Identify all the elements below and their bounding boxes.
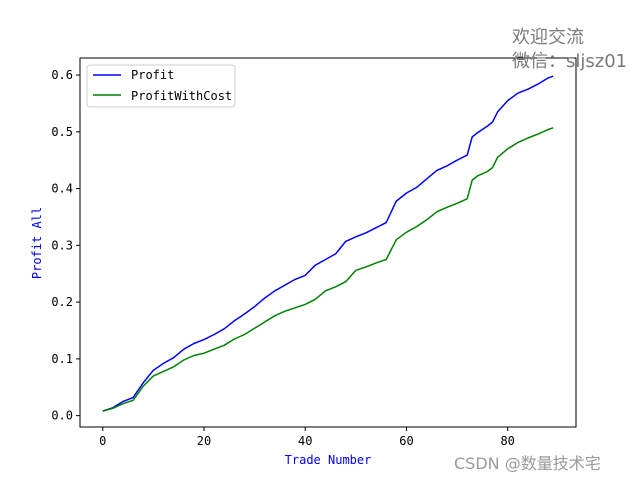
y-tick-label: 0.1 bbox=[51, 352, 73, 366]
axes-frame bbox=[79, 57, 577, 428]
watermark-line-2: 微信：sljsz01 bbox=[512, 51, 628, 72]
series-line-0 bbox=[102, 75, 554, 412]
plot-lines bbox=[102, 75, 554, 412]
x-tick-label: 20 bbox=[197, 434, 211, 448]
legend: Profit ProfitWithCost bbox=[86, 64, 236, 108]
legend-box bbox=[86, 64, 236, 108]
y-tick-label: 0.6 bbox=[51, 68, 73, 82]
legend-label-profit: Profit bbox=[131, 68, 174, 82]
y-tick-label: 0.4 bbox=[51, 182, 73, 196]
watermark-footer: CSDN @数量技术宅 bbox=[454, 454, 601, 473]
y-axis-ticks: 0.0 0.1 0.2 0.3 0.4 0.5 0.6 bbox=[51, 68, 80, 423]
y-tick-label: 0.3 bbox=[51, 238, 73, 252]
x-tick-label: 0 bbox=[99, 434, 106, 448]
x-axis-ticks: 0 20 40 60 80 bbox=[99, 427, 515, 448]
x-tick-label: 60 bbox=[399, 434, 413, 448]
series-line-1 bbox=[102, 127, 554, 412]
y-tick-label: 0.5 bbox=[51, 125, 73, 139]
y-axis-label: Profit All bbox=[30, 207, 44, 279]
y-tick-label: 0.0 bbox=[51, 409, 73, 423]
y-tick-label: 0.2 bbox=[51, 295, 73, 309]
legend-label-profit-with-cost: ProfitWithCost bbox=[131, 89, 232, 103]
watermark-contact: 欢迎交流 微信：sljsz01 bbox=[512, 26, 627, 74]
x-axis-label: Trade Number bbox=[285, 453, 372, 467]
x-tick-label: 80 bbox=[500, 434, 514, 448]
watermark-line-1: 欢迎交流 bbox=[512, 27, 584, 48]
x-tick-label: 40 bbox=[298, 434, 312, 448]
